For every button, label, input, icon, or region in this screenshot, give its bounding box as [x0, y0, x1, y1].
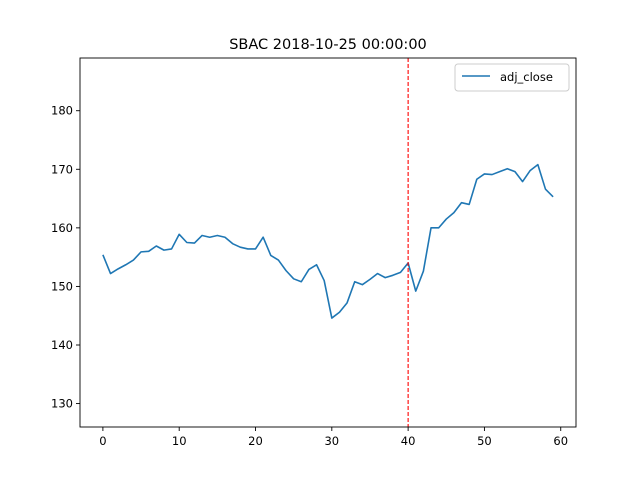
x-tick-label: 0 — [99, 434, 106, 448]
x-tick-label: 30 — [324, 434, 339, 448]
x-tick-label: 10 — [172, 434, 187, 448]
x-tick-label: 60 — [553, 434, 568, 448]
series-line-adj_close — [102, 163, 554, 319]
legend-label: adj_close — [500, 70, 553, 84]
x-tick-label: 50 — [477, 434, 492, 448]
y-tick-label: 180 — [51, 104, 73, 118]
y-tick-label: 160 — [51, 221, 73, 235]
x-tick-label: 20 — [248, 434, 263, 448]
x-tick-label: 40 — [401, 434, 416, 448]
axes: 0 10 20 30 40 50 60 130 140 150 160 170 180 — [51, 57, 577, 448]
y-tick-label: 170 — [51, 162, 73, 176]
y-tick-label: 150 — [51, 279, 73, 293]
legend: adj_close — [454, 63, 570, 92]
legend-box — [454, 63, 570, 92]
y-tick-label: 140 — [51, 338, 73, 352]
plot-area — [102, 58, 554, 427]
chart-title: SBAC 2018-10-25 00:00:00 — [229, 37, 427, 53]
y-tick-label: 130 — [51, 397, 73, 411]
axes-frame — [79, 57, 577, 428]
